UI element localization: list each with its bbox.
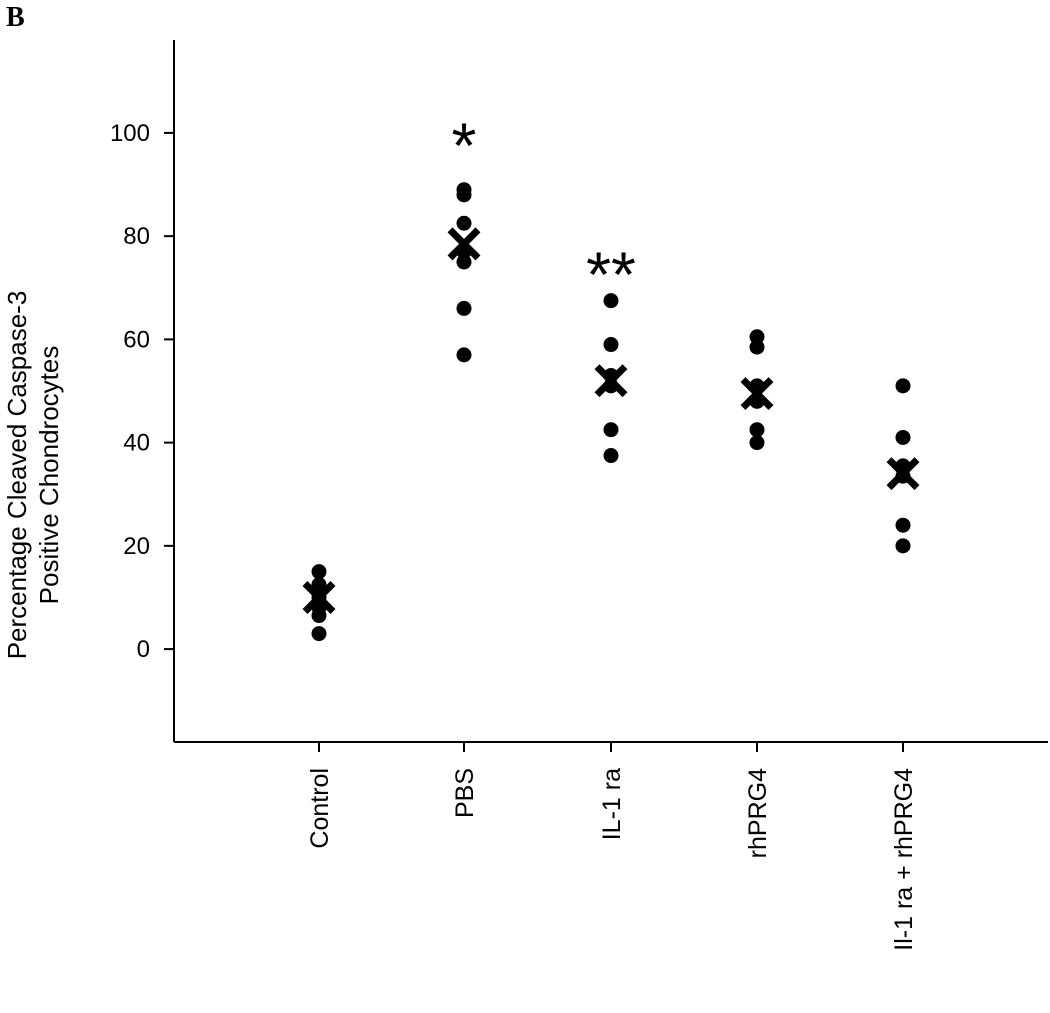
data-point bbox=[895, 517, 911, 533]
y-tick-label: 0 bbox=[137, 636, 150, 663]
y-tick-label: 80 bbox=[123, 223, 150, 250]
data-point bbox=[456, 187, 472, 203]
data-point bbox=[749, 339, 765, 355]
x-category-label: IL-1 ra bbox=[598, 768, 626, 840]
data-point bbox=[603, 337, 619, 353]
mean-marker-stroke bbox=[886, 457, 920, 491]
y-axis-label-line: Percentage Cleaved Caspase-3 bbox=[2, 291, 32, 660]
data-point bbox=[895, 378, 911, 394]
data-point bbox=[456, 347, 472, 363]
y-tick-label: 60 bbox=[123, 326, 150, 353]
mean-marker bbox=[447, 227, 481, 261]
data-point bbox=[603, 293, 619, 309]
mean-marker bbox=[594, 364, 628, 398]
significance-marker: ** bbox=[586, 239, 636, 311]
mean-marker-stroke bbox=[594, 364, 628, 398]
mean-marker-stroke bbox=[302, 580, 336, 614]
mean-marker-stroke bbox=[740, 377, 774, 411]
data-marks: *** bbox=[302, 110, 920, 642]
data-point bbox=[749, 329, 765, 345]
x-categories: Control PBS IL-1 ra rhPRG4 Il-1 ra + rhPRG4 bbox=[306, 742, 918, 951]
x-category-label: PBS bbox=[451, 768, 479, 818]
x-category-label: rhPRG4 bbox=[744, 768, 772, 858]
y-tick-label: 20 bbox=[123, 533, 150, 560]
data-point bbox=[311, 608, 327, 624]
significance-marker: * bbox=[452, 110, 477, 182]
data-point bbox=[311, 564, 327, 580]
data-point bbox=[603, 448, 619, 464]
y-axis-label-line: Positive Chondrocytes bbox=[34, 346, 64, 605]
y-ticks: 0 20 40 60 80 100 bbox=[110, 120, 174, 663]
data-point bbox=[895, 538, 911, 554]
data-point bbox=[311, 577, 327, 593]
y-tick-label: 100 bbox=[110, 120, 150, 147]
data-point bbox=[456, 215, 472, 231]
data-point bbox=[603, 422, 619, 438]
x-category-label: Il-1 ra + rhPRG4 bbox=[890, 768, 918, 951]
data-point bbox=[456, 300, 472, 316]
mean-marker bbox=[740, 377, 774, 411]
panel-letter: B bbox=[6, 2, 25, 33]
data-point bbox=[895, 429, 911, 445]
y-tick-label: 40 bbox=[123, 430, 150, 457]
mean-marker bbox=[302, 580, 336, 614]
data-point bbox=[749, 422, 765, 438]
data-point bbox=[749, 435, 765, 451]
mean-marker-stroke bbox=[447, 227, 481, 261]
data-point bbox=[311, 626, 327, 642]
y-axis-label: Percentage Cleaved Caspase-3 Positive Cho… bbox=[2, 291, 64, 660]
mean-marker bbox=[886, 457, 920, 491]
data-point bbox=[456, 254, 472, 270]
x-category-label: Control bbox=[306, 768, 334, 849]
